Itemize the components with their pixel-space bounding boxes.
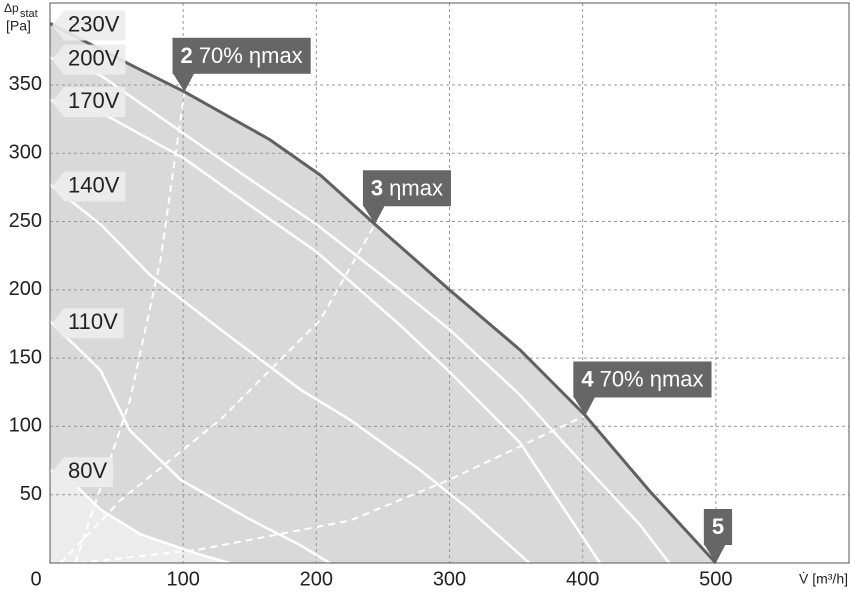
x-tick-label: 400 <box>566 568 599 590</box>
operating-area <box>50 470 230 563</box>
fan-curve <box>49 320 331 565</box>
annotation-pointer <box>703 544 726 563</box>
annotation-box <box>172 37 311 74</box>
annotation-box <box>703 509 733 545</box>
y-tick-label: 200 <box>9 278 42 300</box>
annotation-label: 5 <box>712 514 724 539</box>
annotation: 3 ηmax <box>362 170 451 225</box>
y-tick-label: 250 <box>9 210 42 232</box>
x-tick-label: 0 <box>30 568 41 590</box>
legend-entry: 140V <box>52 171 126 202</box>
legend-tag <box>52 86 126 117</box>
legend-tag <box>52 457 114 488</box>
x-tick-label: 500 <box>699 568 732 590</box>
legend-label: 200V <box>68 45 120 70</box>
legend-label: 110V <box>68 309 118 334</box>
legend-tag <box>52 308 124 339</box>
annotation-label: 2 70% ηmax <box>180 43 302 68</box>
y-label-symbol: Δp <box>4 1 19 15</box>
legend-tag <box>52 171 126 202</box>
y-tick-label: 150 <box>9 346 42 368</box>
x-tick-label: 200 <box>300 568 333 590</box>
plot-area <box>49 2 850 565</box>
annotation-number: 5 <box>712 514 724 539</box>
annotation-number: 3 <box>371 175 383 200</box>
x-tick-label: 100 <box>166 568 199 590</box>
annotation-box <box>362 170 451 207</box>
legend-entry: 170V <box>52 86 126 117</box>
x-axis-label: V̇ [m³/h] <box>799 571 848 587</box>
y-label-unit: [Pa] <box>6 18 31 34</box>
y-tick-label: 50 <box>20 483 42 505</box>
fan-curve <box>49 22 717 565</box>
legend-label: 140V <box>68 172 120 197</box>
fan-curve <box>49 98 602 564</box>
y-axis-label: Δp stat [Pa] <box>4 1 38 34</box>
legend-tag <box>52 44 126 75</box>
annotation-text: ηmax <box>389 175 443 200</box>
annotation: 2 70% ηmax <box>172 37 311 92</box>
annotation: 5 <box>703 509 733 563</box>
legend-entry: 80V <box>52 457 114 488</box>
annotation-pointer <box>362 205 385 225</box>
annotation-label: 3 ηmax <box>371 175 443 200</box>
annotation-label: 4 70% ηmax <box>581 366 703 391</box>
legend-label: 170V <box>68 88 120 113</box>
fan-curve <box>49 183 531 564</box>
y-tick-label: 100 <box>9 415 42 437</box>
annotation-box <box>573 361 712 398</box>
legend-tag <box>52 10 126 41</box>
annotation-pointer <box>172 72 195 92</box>
legend-entry: 200V <box>52 44 126 75</box>
y-label-subscript: stat <box>20 8 38 20</box>
legend-entry: 110V <box>52 308 124 339</box>
annotation-text: 70% ηmax <box>600 366 704 391</box>
annotation-number: 4 <box>581 366 594 391</box>
annotation-text: 70% ηmax <box>199 43 303 68</box>
annotation: 4 70% ηmax <box>573 361 712 416</box>
legend-entry: 230V <box>52 10 126 41</box>
annotation-pointer <box>573 396 596 416</box>
plot-border <box>49 2 850 564</box>
fan-curve <box>49 56 671 564</box>
y-tick-label: 300 <box>9 142 42 164</box>
y-tick-label: 350 <box>9 73 42 95</box>
x-tick-label: 300 <box>433 568 466 590</box>
legend-label: 80V <box>68 458 107 483</box>
legend-label: 230V <box>68 11 120 36</box>
annotation-number: 2 <box>180 43 192 68</box>
